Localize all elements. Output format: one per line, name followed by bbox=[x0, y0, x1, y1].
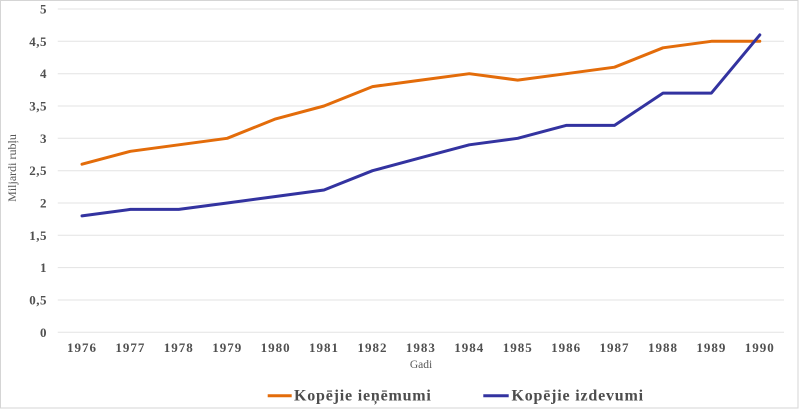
svg-text:5: 5 bbox=[40, 2, 47, 17]
svg-text:1981: 1981 bbox=[309, 340, 339, 355]
svg-text:3,5: 3,5 bbox=[29, 99, 47, 114]
svg-text:1985: 1985 bbox=[503, 340, 533, 355]
svg-text:1976: 1976 bbox=[67, 340, 97, 355]
svg-text:1: 1 bbox=[40, 260, 47, 275]
svg-text:4,5: 4,5 bbox=[29, 34, 47, 49]
svg-text:Kopējie izdevumi: Kopējie izdevumi bbox=[512, 388, 644, 405]
svg-text:1,5: 1,5 bbox=[29, 228, 47, 243]
svg-text:0: 0 bbox=[40, 325, 47, 340]
svg-text:1986: 1986 bbox=[551, 340, 581, 355]
svg-text:1982: 1982 bbox=[358, 340, 388, 355]
svg-text:1977: 1977 bbox=[115, 340, 145, 355]
svg-text:Gadi: Gadi bbox=[410, 359, 432, 371]
svg-text:1990: 1990 bbox=[745, 340, 775, 355]
svg-text:Miljardi rubļu: Miljardi rubļu bbox=[5, 134, 19, 202]
svg-text:2,5: 2,5 bbox=[29, 163, 47, 178]
svg-text:2: 2 bbox=[40, 196, 47, 211]
svg-text:1984: 1984 bbox=[454, 340, 484, 355]
svg-text:Kopējie ieņēmumi: Kopējie ieņēmumi bbox=[294, 388, 432, 406]
svg-text:1980: 1980 bbox=[261, 340, 291, 355]
svg-text:4: 4 bbox=[40, 66, 47, 81]
svg-text:1988: 1988 bbox=[648, 340, 678, 355]
svg-text:1978: 1978 bbox=[164, 340, 194, 355]
svg-text:1983: 1983 bbox=[406, 340, 436, 355]
svg-text:3: 3 bbox=[40, 131, 47, 146]
svg-text:1989: 1989 bbox=[696, 340, 726, 355]
svg-text:0,5: 0,5 bbox=[29, 293, 47, 308]
svg-text:1979: 1979 bbox=[212, 340, 242, 355]
svg-text:1987: 1987 bbox=[600, 340, 630, 355]
